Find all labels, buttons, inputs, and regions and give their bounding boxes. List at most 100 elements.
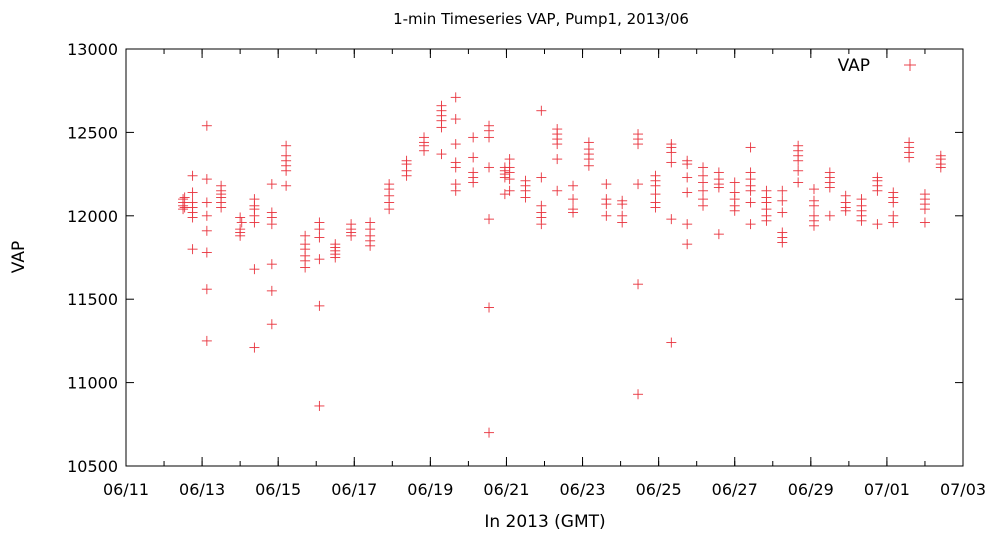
data-point <box>633 139 644 150</box>
data-point <box>249 264 260 275</box>
data-point <box>666 337 677 348</box>
data-point <box>300 230 311 241</box>
data-point <box>745 219 756 230</box>
data-point <box>314 254 325 265</box>
data-point <box>633 389 644 400</box>
data-point <box>682 159 693 170</box>
data-point <box>235 230 246 241</box>
data-point <box>201 210 212 221</box>
data-point <box>666 157 677 168</box>
data-point <box>583 160 594 171</box>
data-point <box>935 162 946 173</box>
data-point <box>824 210 835 221</box>
data-point <box>872 219 883 230</box>
data-point <box>777 207 788 218</box>
x-tick-label: 07/01 <box>864 480 910 499</box>
data-point <box>793 155 804 166</box>
data-point <box>499 172 510 183</box>
data-point <box>682 172 693 183</box>
data-point <box>484 302 495 313</box>
data-point <box>300 262 311 273</box>
data-point <box>650 180 661 191</box>
data-point <box>201 120 212 131</box>
data-point <box>450 114 461 125</box>
data-point <box>484 427 495 438</box>
data-point <box>236 217 247 228</box>
data-point <box>314 400 325 411</box>
data-point <box>450 92 461 103</box>
data-point <box>713 229 724 240</box>
data-point <box>633 179 644 190</box>
data-point <box>601 210 612 221</box>
data-point <box>504 185 515 196</box>
legend-label: VAP <box>838 56 870 76</box>
data-point <box>666 147 677 158</box>
data-point <box>401 170 412 181</box>
data-point <box>178 204 189 215</box>
data-point <box>698 200 709 211</box>
data-point <box>436 149 447 160</box>
y-tick-label: 11000 <box>67 374 118 393</box>
data-point <box>201 174 212 185</box>
data-point <box>856 215 867 226</box>
x-tick-label: 06/27 <box>712 480 758 499</box>
data-point <box>777 195 788 206</box>
data-point <box>450 139 461 150</box>
data-point <box>484 132 495 143</box>
data-point <box>682 187 693 198</box>
legend-marker <box>904 59 916 71</box>
y-tick-label: 11500 <box>67 290 118 309</box>
data-point <box>266 259 277 270</box>
x-tick-label: 06/21 <box>483 480 529 499</box>
data-point <box>330 252 341 263</box>
data-point <box>650 189 661 200</box>
data-point <box>777 185 788 196</box>
data-point <box>601 199 612 210</box>
x-tick-label: 07/03 <box>940 480 986 499</box>
data-point <box>187 187 198 198</box>
x-tick-label: 06/17 <box>331 480 377 499</box>
data-point <box>745 185 756 196</box>
data-point <box>568 207 579 218</box>
data-point <box>281 140 292 151</box>
data-point <box>266 285 277 296</box>
data-point <box>249 342 260 353</box>
data-point <box>419 145 430 156</box>
x-tick-label: 06/11 <box>103 480 149 499</box>
data-point <box>346 230 357 241</box>
data-point <box>808 184 819 195</box>
data-point <box>552 139 563 150</box>
data-point <box>450 185 461 196</box>
data-point <box>314 300 325 311</box>
data-point <box>468 132 479 143</box>
data-point <box>552 154 563 165</box>
y-tick-label: 12000 <box>67 207 118 226</box>
data-point <box>919 217 930 228</box>
data-point <box>536 219 547 230</box>
data-point <box>266 219 277 230</box>
data-point <box>187 170 198 181</box>
data-point <box>504 154 515 165</box>
x-axis-label: In 2013 (GMT) <box>484 512 605 532</box>
y-tick-label: 10500 <box>67 457 118 476</box>
data-point <box>601 179 612 190</box>
data-point <box>888 197 899 208</box>
legend: VAP <box>838 56 916 76</box>
data-point <box>201 247 212 258</box>
data-point <box>536 105 547 116</box>
data-point <box>745 142 756 153</box>
data-point <box>484 162 495 173</box>
x-tick-label: 06/25 <box>636 480 682 499</box>
data-point <box>201 284 212 295</box>
data-point <box>187 212 198 223</box>
data-point <box>682 239 693 250</box>
data-point <box>384 204 395 215</box>
data-point <box>468 177 479 188</box>
y-axis-label: VAP <box>9 241 29 273</box>
data-point <box>436 122 447 133</box>
x-tick-label: 06/19 <box>407 480 453 499</box>
data-point <box>281 165 292 176</box>
data-point <box>872 185 883 196</box>
data-point <box>729 205 740 216</box>
